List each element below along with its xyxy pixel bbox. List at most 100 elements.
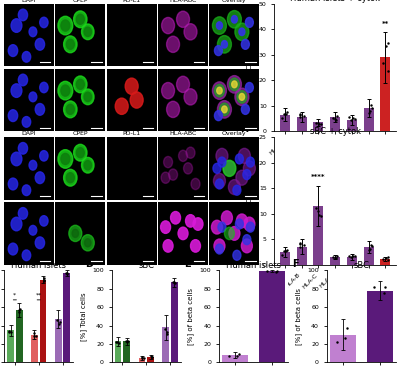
Bar: [330, 257, 340, 265]
Circle shape: [178, 227, 188, 240]
Bar: [314, 122, 324, 131]
Circle shape: [76, 14, 84, 24]
Title: sBC + cytok: sBC + cytok: [310, 127, 361, 136]
Circle shape: [222, 41, 228, 48]
Circle shape: [160, 221, 170, 234]
Circle shape: [218, 222, 226, 232]
Circle shape: [228, 180, 240, 195]
Circle shape: [84, 161, 92, 170]
Title: DAPI: DAPI: [22, 0, 36, 3]
Title: DAPI: DAPI: [22, 131, 36, 136]
Circle shape: [235, 23, 249, 41]
Circle shape: [246, 157, 254, 167]
Bar: [364, 247, 374, 265]
Circle shape: [74, 76, 87, 93]
Circle shape: [223, 160, 236, 176]
Circle shape: [245, 82, 253, 93]
Circle shape: [237, 91, 247, 103]
Y-axis label: [%] of beta cells: [%] of beta cells: [295, 288, 302, 345]
Circle shape: [230, 78, 239, 91]
Circle shape: [58, 16, 73, 35]
Circle shape: [64, 169, 77, 186]
Circle shape: [214, 46, 222, 56]
Bar: [297, 247, 307, 265]
Circle shape: [216, 179, 224, 189]
Bar: [31, 335, 38, 362]
Text: **: **: [36, 293, 42, 298]
Circle shape: [241, 39, 249, 49]
Circle shape: [163, 240, 173, 252]
Circle shape: [64, 101, 77, 118]
Bar: [55, 319, 62, 362]
Circle shape: [244, 217, 255, 231]
Circle shape: [35, 237, 44, 249]
Circle shape: [191, 178, 200, 190]
Title: PD-L1: PD-L1: [123, 0, 141, 3]
Circle shape: [186, 214, 196, 227]
Circle shape: [18, 208, 28, 219]
Circle shape: [8, 178, 18, 190]
Circle shape: [232, 15, 237, 23]
Circle shape: [82, 24, 94, 40]
Circle shape: [76, 79, 84, 89]
Circle shape: [222, 106, 227, 113]
Bar: [147, 357, 154, 362]
Circle shape: [214, 173, 226, 188]
Circle shape: [125, 78, 138, 94]
Circle shape: [8, 110, 18, 122]
Y-axis label: Islets: Islets: [0, 28, 1, 42]
Circle shape: [236, 214, 247, 228]
Circle shape: [84, 27, 92, 37]
Bar: [330, 117, 340, 131]
Bar: [259, 271, 285, 362]
Title: HLA-ABC: HLA-ABC: [169, 0, 197, 3]
Circle shape: [161, 172, 170, 183]
Circle shape: [184, 89, 197, 105]
Bar: [171, 283, 178, 362]
Circle shape: [224, 161, 235, 176]
Circle shape: [235, 88, 249, 106]
Circle shape: [214, 84, 224, 97]
Circle shape: [40, 17, 48, 28]
Text: ****: ****: [247, 257, 260, 262]
Circle shape: [29, 225, 37, 235]
Bar: [138, 358, 145, 362]
Circle shape: [190, 240, 200, 252]
Circle shape: [166, 36, 180, 52]
Bar: [222, 355, 248, 362]
Bar: [297, 117, 307, 131]
Circle shape: [213, 163, 221, 173]
Text: E: E: [184, 259, 191, 269]
Circle shape: [66, 39, 74, 49]
Bar: [367, 291, 393, 362]
Title: Human islets: Human islets: [226, 261, 281, 270]
Circle shape: [22, 185, 31, 195]
Text: *: *: [13, 293, 16, 298]
Bar: [16, 310, 22, 362]
Circle shape: [18, 9, 28, 21]
Circle shape: [22, 250, 31, 261]
Circle shape: [64, 36, 77, 53]
Circle shape: [166, 101, 180, 117]
Title: sBC: sBC: [138, 261, 154, 270]
Circle shape: [241, 104, 249, 115]
Circle shape: [184, 24, 197, 40]
Circle shape: [58, 81, 73, 100]
Circle shape: [212, 82, 226, 100]
Circle shape: [218, 36, 232, 53]
Circle shape: [218, 101, 232, 118]
Bar: [380, 258, 390, 265]
Circle shape: [22, 52, 31, 62]
Circle shape: [29, 92, 37, 102]
Circle shape: [233, 250, 241, 260]
Circle shape: [186, 147, 195, 158]
Circle shape: [35, 172, 44, 184]
Circle shape: [18, 74, 28, 86]
Circle shape: [11, 19, 22, 32]
Circle shape: [246, 222, 254, 232]
Circle shape: [239, 28, 245, 36]
Circle shape: [40, 216, 48, 226]
Bar: [347, 120, 357, 131]
Circle shape: [61, 20, 70, 31]
Circle shape: [232, 81, 237, 88]
